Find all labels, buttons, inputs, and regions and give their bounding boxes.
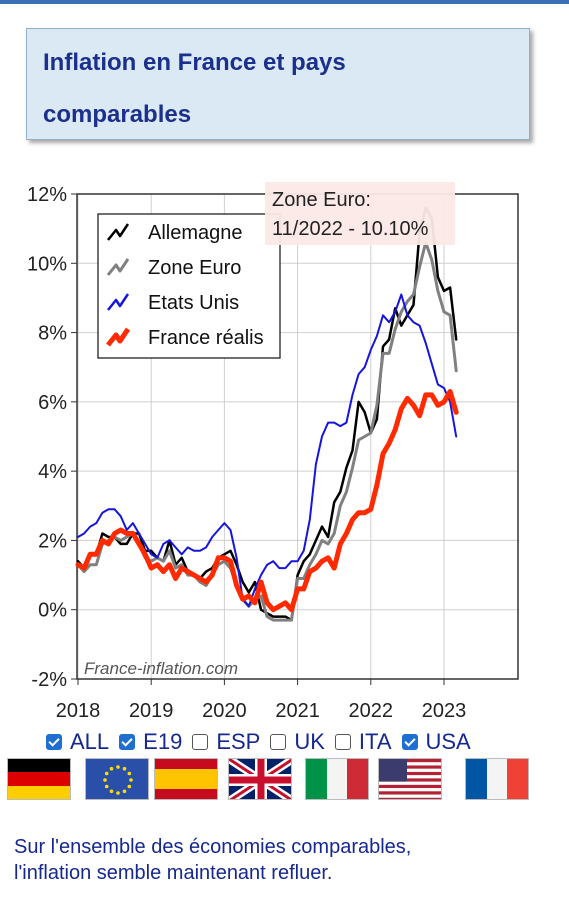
y-tick-label: 12% (27, 184, 67, 206)
filter-uk[interactable]: UK (270, 729, 325, 755)
series-line-france-r-alis (75, 389, 459, 613)
y-tick-label: 2% (38, 530, 67, 552)
legend-label: Zone Euro (148, 257, 241, 279)
legend-label: Etats Unis (148, 292, 239, 314)
filter-checkbox[interactable] (192, 734, 209, 750)
tooltip-line2: 11/2022 - 10.10% (272, 218, 429, 240)
flag-stripe (379, 759, 441, 763)
usa-flag-icon[interactable] (378, 758, 442, 800)
y-tick-label: 10% (27, 253, 67, 275)
title-box: Inflation en France et pays comparables (26, 28, 530, 140)
legend-label: Allemagne (148, 222, 243, 244)
y-axis: -2% 0% 2% 4% 6% 8% 10% 12% (27, 184, 77, 691)
x-tick-label: 2020 (202, 700, 247, 722)
filter-checkbox[interactable] (119, 734, 136, 750)
flag-stripe (379, 765, 441, 769)
flag-stripe (379, 791, 441, 795)
footer-text: Sur l'ensemble des économies comparables… (14, 834, 554, 886)
tooltip-line1: Zone Euro: (272, 189, 371, 211)
flag-stripe (379, 794, 441, 798)
uk-flag-icon[interactable] (228, 758, 292, 800)
filter-label: ITA (358, 729, 392, 754)
legend-swatch (106, 258, 130, 276)
x-tick-label: 2019 (129, 700, 174, 722)
flag-row (0, 758, 569, 802)
flag-stripe (379, 797, 441, 799)
legend-swatch (107, 293, 130, 311)
series-line-etats-unis (77, 293, 458, 608)
filter-checkbox[interactable] (334, 734, 351, 750)
footer-line2: l'inflation semble maintenant refluer. (14, 862, 333, 884)
country-filters: ALL E19 ESP UK ITA USA (46, 727, 546, 757)
footer-line1: Sur l'ensemble des économies comparables… (14, 836, 412, 858)
flag-stripe (379, 784, 441, 789)
page-title-line2: comparables (43, 101, 192, 128)
x-axis: 2018 2019 2020 2021 2022 2023 (56, 679, 467, 722)
page-title-line1: Inflation en France et pays (43, 49, 346, 76)
flag-stripe (379, 778, 441, 782)
watermark: France-inflation.com (84, 659, 238, 678)
filter-checkbox[interactable] (270, 734, 287, 750)
flag-stripe (379, 762, 441, 766)
x-tick-label: 2023 (422, 700, 467, 722)
filter-label: ALL (70, 729, 110, 754)
filter-checkbox[interactable] (401, 734, 418, 750)
filter-label: UK (294, 729, 325, 754)
filter-ita[interactable]: ITA (334, 729, 392, 755)
x-tick-label: 2022 (349, 700, 394, 722)
eu-flag-icon[interactable] (85, 758, 149, 800)
filter-label: E19 (143, 729, 183, 754)
y-tick-label: 4% (38, 461, 67, 483)
inflation-chart: -2% 0% 2% 4% 6% 8% 10% 12% 2018 2019 2020 2021 2022… (27, 182, 519, 722)
filter-esp[interactable]: ESP (192, 729, 260, 755)
y-tick-label: 8% (38, 323, 67, 345)
france-flag-icon[interactable] (465, 758, 529, 800)
tooltip: Zone Euro: 11/2022 - 10.10% (265, 182, 455, 245)
germany-flag-icon[interactable] (7, 758, 71, 800)
italy-flag-icon[interactable] (305, 758, 369, 800)
spain-flag-icon[interactable] (154, 758, 218, 800)
legend-label: France réalis (148, 327, 264, 349)
y-tick-label: 0% (38, 600, 67, 622)
filter-all[interactable]: ALL (46, 729, 109, 755)
tooltip-box (265, 182, 455, 245)
filter-usa[interactable]: USA (401, 729, 471, 755)
filter-e19[interactable]: E19 (119, 729, 182, 755)
y-tick-label: 6% (38, 392, 67, 414)
flag-stripe (379, 788, 441, 792)
flag-stripe (379, 768, 441, 773)
flag-canton (379, 759, 407, 782)
legend-swatch (106, 327, 131, 347)
legend: Allemagne Zone Euro Etats Unis France réali… (97, 213, 281, 359)
x-tick-label: 2018 (56, 700, 101, 722)
legend-box (97, 213, 281, 359)
filter-checkbox[interactable] (46, 734, 62, 750)
flag-stripe (379, 781, 441, 786)
flag-stripe (379, 771, 441, 776)
legend-swatch (107, 223, 130, 241)
x-tick-label: 2021 (275, 700, 320, 722)
series-lines (75, 206, 459, 622)
filter-label: USA (425, 729, 471, 754)
flag-stripe (379, 775, 441, 779)
filter-label: ESP (216, 729, 261, 754)
y-tick-label: -2% (31, 669, 67, 691)
